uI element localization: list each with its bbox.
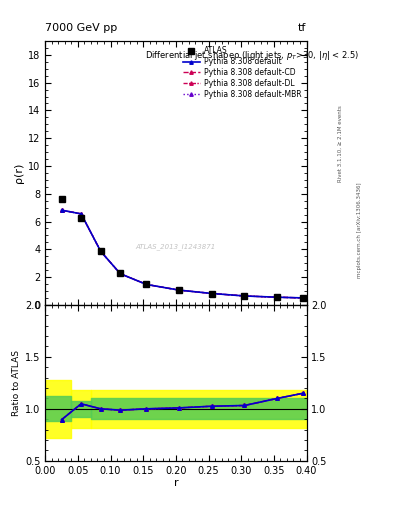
Text: Differential jet shapeρ (light jets, $p_T$>30, $|\eta|$ < 2.5): Differential jet shapeρ (light jets, $p_… bbox=[145, 49, 359, 62]
Text: tf: tf bbox=[298, 23, 307, 33]
Text: ATLAS_2013_I1243871: ATLAS_2013_I1243871 bbox=[136, 243, 216, 250]
Text: 7000 GeV pp: 7000 GeV pp bbox=[45, 23, 118, 33]
X-axis label: r: r bbox=[174, 478, 178, 488]
Y-axis label: Ratio to ATLAS: Ratio to ATLAS bbox=[12, 350, 21, 416]
Legend: ATLAS, Pythia 8.308 default, Pythia 8.308 default-CD, Pythia 8.308 default-DL, P: ATLAS, Pythia 8.308 default, Pythia 8.30… bbox=[182, 45, 303, 100]
Text: Rivet 3.1.10, ≥ 2.1M events: Rivet 3.1.10, ≥ 2.1M events bbox=[338, 105, 342, 182]
Y-axis label: ρ(r): ρ(r) bbox=[14, 163, 24, 183]
Text: mcplots.cern.ch [arXiv:1306.3436]: mcplots.cern.ch [arXiv:1306.3436] bbox=[357, 183, 362, 278]
